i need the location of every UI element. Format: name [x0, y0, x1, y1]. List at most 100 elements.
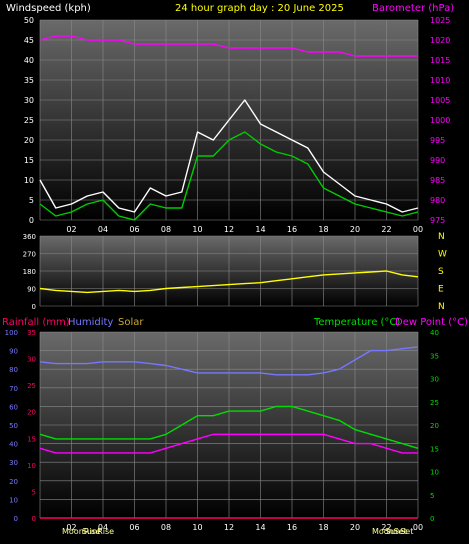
axis-tick-label: 70 — [9, 385, 18, 393]
compass-label: N — [438, 232, 445, 242]
time-tick-label: 06 — [129, 523, 139, 532]
axis-tick-label: 995 — [430, 136, 445, 145]
time-tick-label: 18 — [318, 225, 328, 234]
time-tick-label: 16 — [287, 225, 297, 234]
axis-tick-label: 90 — [9, 348, 18, 356]
time-tick-label: 10 — [192, 523, 202, 532]
axis-tick-label: 20 — [27, 409, 36, 417]
axis-tick-label: 45 — [24, 36, 34, 45]
time-tick-label: 08 — [161, 523, 171, 532]
axis-tick-label: 20 — [24, 136, 34, 145]
direction-panel-grid — [39, 235, 419, 307]
axis-tick-label: 975 — [430, 216, 445, 225]
compass-label: N — [438, 302, 445, 312]
axis-tick-label: 100 — [5, 329, 18, 337]
axis-tick-label: 15 — [27, 435, 36, 443]
compass-label: W — [438, 250, 447, 260]
axis-tick-label: 5 — [32, 488, 36, 496]
axis-tick-label: 30 — [27, 356, 36, 364]
barometer-label: Barometer (hPa) — [372, 3, 454, 14]
axis-tick-label: 15 — [24, 156, 34, 165]
axis-tick-label: 0 — [430, 515, 434, 523]
time-tick-label: 22 — [381, 225, 391, 234]
axis-tick-label: 10 — [430, 469, 439, 477]
barometer-line — [39, 35, 418, 57]
compass-label: S — [438, 267, 444, 277]
time-tick-label: 04 — [98, 523, 108, 532]
axis-tick-label: 5 — [29, 196, 34, 205]
axis-tick-label: 15 — [430, 445, 439, 453]
axis-tick-label: 30 — [24, 96, 34, 105]
moonset-label: MoonSet — [372, 527, 407, 536]
axis-tick-label: 35 — [27, 329, 36, 337]
axis-tick-label: 40 — [9, 441, 18, 449]
wind-panel-grid — [39, 19, 419, 221]
sunrise-label: SunRise — [82, 527, 114, 536]
axis-tick-label: 90 — [27, 286, 36, 294]
axis-tick-label: 50 — [9, 422, 18, 430]
axis-tick-label: 990 — [430, 156, 445, 165]
temp-series — [39, 346, 419, 519]
axis-tick-label: 60 — [9, 403, 18, 411]
axis-tick-label: 30 — [9, 459, 18, 467]
axis-tick-label: 25 — [24, 116, 34, 125]
axis-tick-label: 980 — [430, 196, 445, 205]
average-line — [39, 131, 419, 221]
axis-tick-label: 80 — [9, 366, 18, 374]
axis-tick-label: 0 — [32, 515, 36, 523]
axis-tick-label: 50 — [24, 16, 34, 25]
temperature-axis-ticks: 0 5 10 15 20 25 30 35 40 — [430, 329, 439, 523]
axis-tick-label: 180 — [23, 268, 36, 276]
axis-tick-label: 40 — [430, 329, 439, 337]
time-tick-label: 10 — [192, 225, 202, 234]
time-tick-label: 16 — [287, 523, 297, 532]
humidity-line — [39, 346, 419, 376]
time-tick-label: 08 — [161, 225, 171, 234]
time-tick-label: 14 — [255, 523, 265, 532]
direction-series — [39, 270, 419, 294]
solar-label: Solar — [118, 317, 144, 328]
humidity-axis-ticks: 0 10 20 30 40 50 60 70 80 90 100 — [5, 329, 18, 523]
direction-axis-ticks: 0 90 180 270 360 — [23, 233, 36, 311]
windspeed-axis-ticks: 0 5 10 15 20 25 30 35 40 45 50 — [24, 16, 34, 225]
time-tick-label: 00 — [413, 523, 423, 532]
axis-tick-label: 1005 — [430, 96, 450, 105]
moonrise-label: MoonRise — [62, 527, 101, 536]
time-tick-label: 20 — [350, 523, 360, 532]
axis-tick-label: 10 — [9, 496, 18, 504]
axis-tick-label: 1025 — [430, 16, 450, 25]
axis-tick-label: 40 — [24, 56, 34, 65]
axis-tick-label: 0 — [32, 303, 36, 311]
axis-tick-label: 5 — [430, 492, 434, 500]
rainfall-label: Rainfall (mm) — [2, 317, 70, 328]
temperature-line — [39, 405, 419, 449]
time-tick-label: 02 — [66, 225, 76, 234]
direction-line — [39, 270, 419, 294]
axis-tick-label: 10 — [27, 462, 36, 470]
axis-tick-label: 35 — [430, 352, 439, 360]
time-tick-label: 20 — [350, 225, 360, 234]
axis-tick-label: 25 — [27, 382, 36, 390]
axis-tick-label: 35 — [24, 76, 34, 85]
temp-panel-grid — [39, 331, 419, 519]
axis-tick-label: 20 — [9, 478, 18, 486]
time-tick-label: 14 — [255, 225, 265, 234]
dewpoint-label: Dew Point (°C) — [395, 317, 468, 328]
axis-tick-label: 25 — [430, 399, 439, 407]
temp-time-ticks: 02 04 06 08 10 12 14 16 18 20 22 00 — [66, 523, 423, 532]
chart-title: 24 hour graph day : 20 June 2025 — [175, 3, 344, 14]
axis-tick-label: 985 — [430, 176, 445, 185]
humidity-label: Humidity — [68, 317, 113, 328]
axis-tick-label: 0 — [29, 216, 34, 225]
axis-tick-label: 0 — [14, 515, 18, 523]
sunset-label: SunSet — [385, 527, 413, 536]
axis-tick-label: 1020 — [430, 36, 450, 45]
axis-tick-label: 270 — [23, 251, 36, 259]
gust-line — [39, 99, 419, 213]
axis-tick-label: 360 — [23, 233, 36, 241]
axis-tick-label: 1010 — [430, 76, 450, 85]
compass-label: E — [438, 285, 444, 295]
time-tick-label: 04 — [98, 225, 108, 234]
